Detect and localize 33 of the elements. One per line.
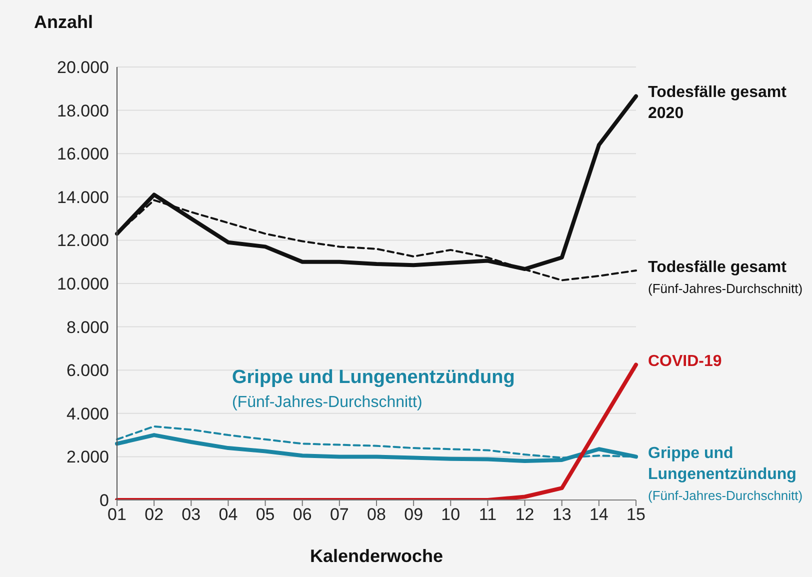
x-tick-label: 12 [515, 505, 534, 524]
y-tick-label: 0 [100, 491, 109, 510]
x-tick-label: 02 [144, 505, 164, 524]
x-tick-label: 09 [404, 505, 424, 524]
x-tick-label: 04 [218, 505, 238, 524]
y-tick-label: 16.000 [57, 144, 109, 164]
series-label: Todesfälle gesamt 2020 [648, 84, 786, 122]
x-tick-label: 01 [108, 505, 126, 524]
x-tick-label: 06 [292, 505, 312, 524]
series-label: Grippe und Lungenentzündung (Fünf-Jahres-Durchschnitt) [648, 444, 803, 503]
y-tick-label: 8.000 [66, 318, 109, 337]
y-tick-label: 6.000 [66, 361, 109, 380]
y-tick-label: 10.000 [57, 274, 109, 294]
y-tick-label: 14.000 [57, 188, 109, 207]
x-tick-label: 13 [552, 505, 572, 524]
series-label: COVID-19 [648, 352, 722, 370]
x-tick-label: 07 [330, 505, 349, 524]
x-tick-label: 08 [367, 505, 386, 524]
x-tick-label: 10 [441, 505, 460, 524]
y-tick-label: 20.000 [57, 58, 109, 78]
x-tick-label: 11 [478, 505, 497, 524]
x-tick-label: 05 [256, 505, 275, 524]
series-label: Todesfälle gesamt (Fünf-Jahres-Durchschnitt) [648, 258, 803, 296]
x-tick-label: 15 [626, 505, 646, 524]
y-axis-title: Anzahl [34, 12, 94, 33]
x-tick-label: 03 [182, 505, 201, 524]
annotation: Grippe und Lungenentzündung (Fünf-Jahres-Durchschnitt) [232, 367, 515, 411]
y-tick-label: 18.000 [57, 101, 109, 120]
y-tick-label: 2.000 [66, 448, 109, 467]
y-tick-label: 12.000 [57, 231, 109, 250]
x-axis-title: Kalenderwoche [308, 546, 444, 567]
x-tick-label: 14 [589, 505, 608, 524]
y-tick-label: 4.000 [66, 404, 109, 424]
